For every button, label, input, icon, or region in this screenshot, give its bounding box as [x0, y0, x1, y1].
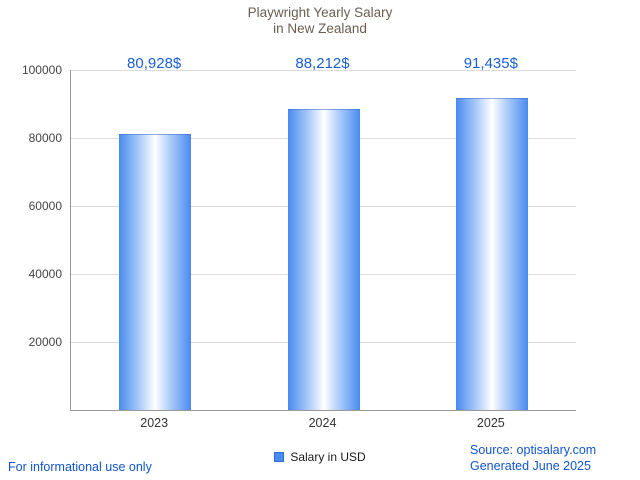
x-tick-label: 2023	[140, 416, 169, 430]
disclaimer-text: For informational use only	[8, 460, 152, 474]
bar	[287, 109, 360, 410]
chart-title-line2: in New Zealand	[273, 21, 367, 36]
legend-label: Salary in USD	[290, 450, 366, 464]
plot-area	[70, 70, 576, 411]
y-tick-label: 20000	[28, 335, 62, 349]
generated-text: Generated June 2025	[470, 459, 591, 473]
y-tick-label: 80000	[28, 131, 62, 145]
source-text: Source: optisalary.com	[470, 443, 597, 457]
legend: Salary in USD	[0, 450, 640, 464]
y-tick-label: 40000	[28, 267, 62, 281]
y-tick-label: 100000	[21, 63, 62, 77]
bar	[119, 134, 192, 410]
gridline	[71, 70, 576, 71]
chart-title: Playwright Yearly Salary in New Zealand	[0, 5, 640, 37]
y-tick-label: 60000	[28, 199, 62, 213]
x-tick-label: 2025	[476, 416, 505, 430]
legend-swatch-icon	[274, 452, 285, 462]
chart-title-line1: Playwright Yearly Salary	[247, 5, 393, 20]
bar	[455, 98, 528, 410]
x-tick-label: 2024	[308, 416, 337, 430]
source-info: Source: optisalary.com Generated June 20…	[470, 442, 596, 474]
